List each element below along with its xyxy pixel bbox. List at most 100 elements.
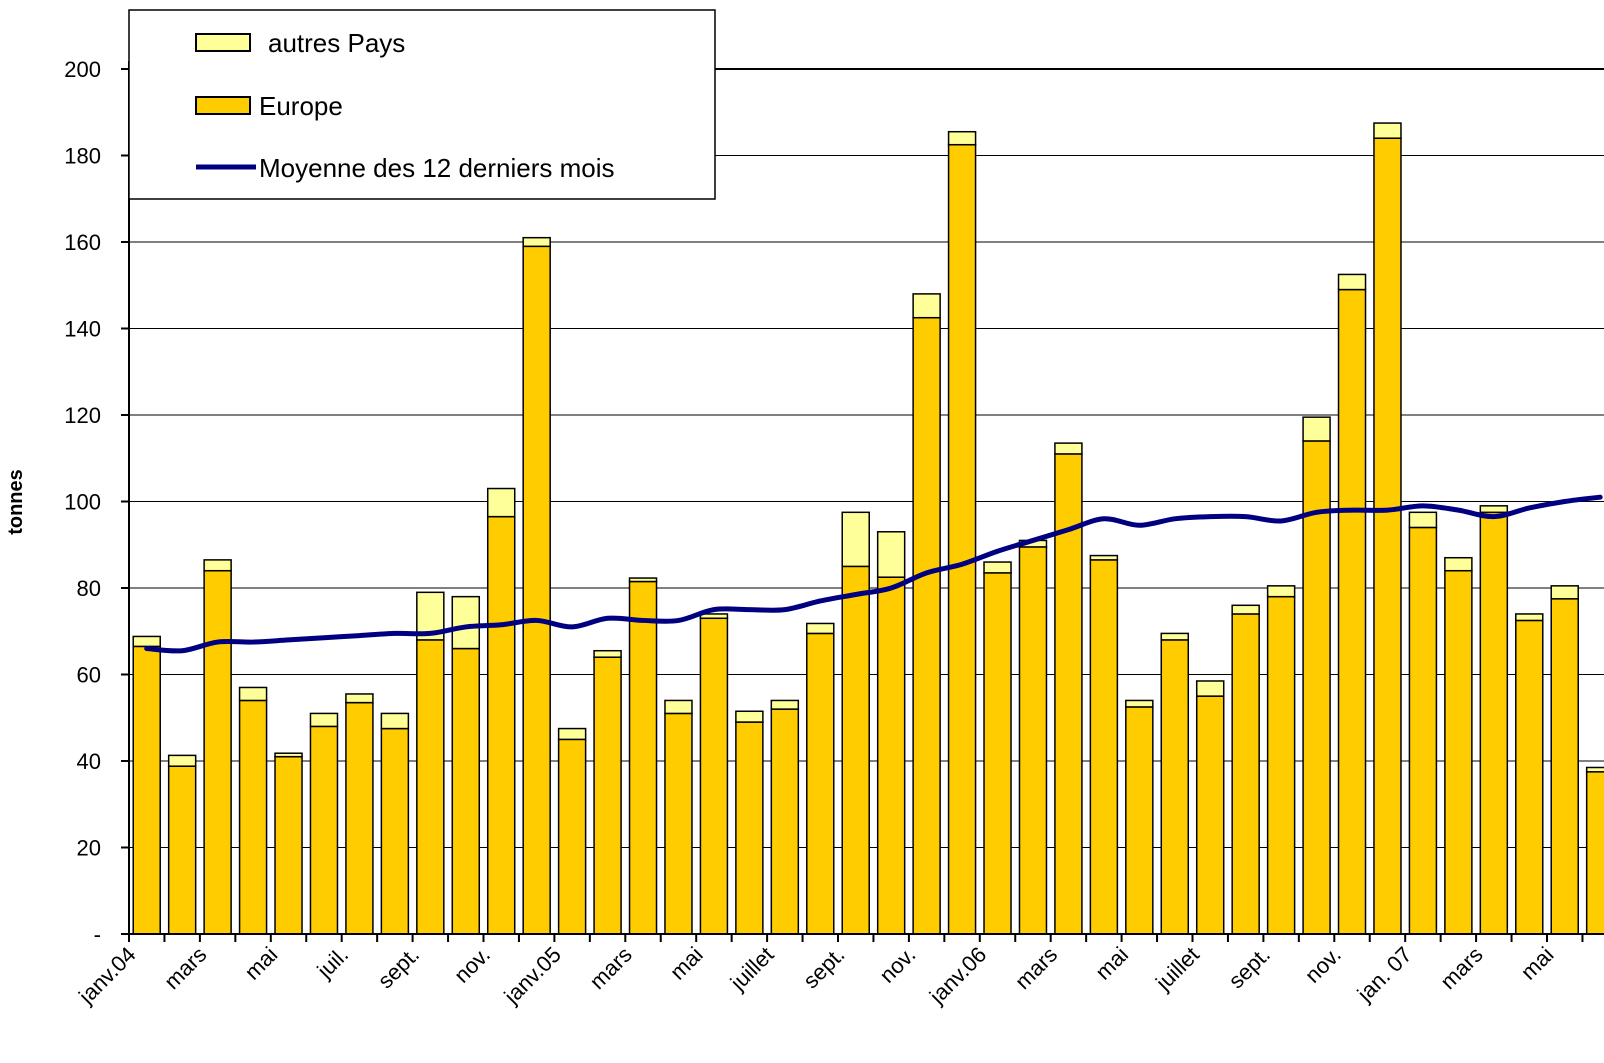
axes (121, 61, 1604, 942)
x-tick-label: mars (1435, 942, 1487, 994)
x-tick-label: mai (1090, 942, 1133, 985)
bar-autres-pays (1585, 766, 1604, 773)
y-tick-label: 180 (64, 144, 101, 169)
bar-autres-pays (806, 622, 835, 635)
legend-label-autres-pays: autres Pays (268, 28, 405, 58)
bar-europe (238, 699, 268, 935)
x-tick-label: mars (1010, 942, 1062, 994)
bar-autres-pays (1089, 554, 1119, 561)
x-tick-label: juillet (1150, 942, 1204, 996)
bar-europe (1089, 559, 1119, 935)
gridlines (129, 68, 1604, 848)
bar-autres-pays (947, 130, 977, 146)
bar-europe (841, 565, 870, 935)
x-tick-label: mars (585, 942, 637, 994)
y-axis-title: tonnes (5, 469, 27, 535)
bar-europe (1479, 511, 1509, 935)
y-tick-label: 60 (77, 663, 101, 688)
bar-europe (1018, 546, 1048, 935)
x-tick-label: mars (159, 942, 211, 994)
bar-autres-pays (345, 693, 374, 704)
legend: autres Pays Europe Moyenne des 12 dernie… (128, 9, 716, 200)
legend-swatch-europe (195, 96, 251, 115)
bar-europe (416, 639, 445, 935)
bar-autres-pays (1054, 442, 1083, 455)
x-tick-label: janv.05 (499, 942, 566, 1009)
bar-autres-pays (593, 649, 622, 658)
bar-autres-pays (1550, 585, 1579, 600)
bar-autres-pays (1515, 613, 1544, 622)
x-tick-label: mai (665, 942, 708, 985)
bar-autres-pays (309, 712, 339, 728)
x-tick-label: nov. (875, 942, 921, 988)
bar-europe (345, 701, 374, 935)
legend-swatch-autres-pays (195, 33, 251, 52)
y-tick-label: 80 (77, 576, 101, 601)
bar-europe (664, 712, 693, 935)
bar-autres-pays (770, 699, 800, 710)
bar-europe (1266, 595, 1296, 935)
bar-autres-pays (167, 754, 197, 767)
x-tick-label: nov. (1300, 942, 1346, 988)
x-tick-label: juil. (312, 942, 354, 984)
bar-europe (451, 647, 481, 935)
bar-autres-pays (912, 293, 941, 319)
moving-average-line (144, 494, 1603, 654)
x-tick-label: jan. 07 (1352, 942, 1417, 1007)
bar-europe (1337, 288, 1367, 935)
bar-autres-pays (664, 699, 693, 715)
moving-average-line-group (144, 494, 1603, 654)
bar-autres-pays (735, 710, 764, 723)
bar-autres-pays (557, 727, 587, 741)
bar-autres-pays (1444, 556, 1473, 572)
bar-autres-pays (238, 686, 268, 702)
bar-europe (557, 738, 587, 935)
bar-europe (947, 143, 977, 935)
bar-autres-pays (522, 236, 551, 248)
bar-europe (1231, 613, 1260, 935)
bar-autres-pays (628, 577, 658, 583)
bar-autres-pays (1337, 273, 1367, 291)
legend-label-moyenne: Moyenne des 12 derniers mois (259, 153, 615, 183)
bar-autres-pays (1302, 416, 1331, 442)
x-tick-label: janv.04 (73, 942, 140, 1009)
y-tick-label: 140 (64, 317, 101, 342)
y-tick-label: 40 (77, 749, 101, 774)
bar-autres-pays (1195, 680, 1225, 697)
bar-europe (486, 515, 516, 935)
bar-europe (309, 725, 339, 935)
bar-europe (699, 617, 729, 935)
bar-autres-pays (1408, 511, 1438, 529)
x-tick-label: sept. (798, 942, 849, 993)
y-tick-label: 200 (64, 57, 101, 82)
bar-europe (203, 569, 232, 935)
bar-europe (1515, 619, 1544, 935)
x-tick-label: sept. (1224, 942, 1275, 993)
bar-europe (876, 576, 906, 935)
bar-europe (1125, 706, 1154, 935)
y-tick-label: 100 (64, 490, 101, 515)
bar-europe (1585, 771, 1604, 935)
bar-europe (274, 755, 303, 935)
y-tick-labels: - 20 40 60 80 100 120 140 160 180 200 (64, 57, 101, 947)
bar-autres-pays (486, 487, 516, 518)
bar-autres-pays (1266, 585, 1296, 598)
y-tick-label: 120 (64, 403, 101, 428)
bar-europe (522, 245, 551, 935)
bar-europe (912, 316, 941, 935)
bar-europe (1550, 598, 1579, 935)
bar-europe (1444, 569, 1473, 935)
x-tick-label: mai (1516, 942, 1559, 985)
legend-label-europe: Europe (259, 91, 343, 121)
bar-europe (167, 765, 197, 935)
bar-europe (380, 727, 410, 935)
bar-europe (593, 656, 622, 935)
y-tick-label: 20 (77, 836, 101, 861)
bar-europe (735, 721, 764, 935)
bar-autres-pays (274, 752, 303, 758)
bar-autres-pays (380, 712, 410, 730)
x-tick-label: sept. (373, 942, 424, 993)
bar-autres-pays (451, 595, 481, 650)
bar-autres-pays (132, 635, 161, 648)
